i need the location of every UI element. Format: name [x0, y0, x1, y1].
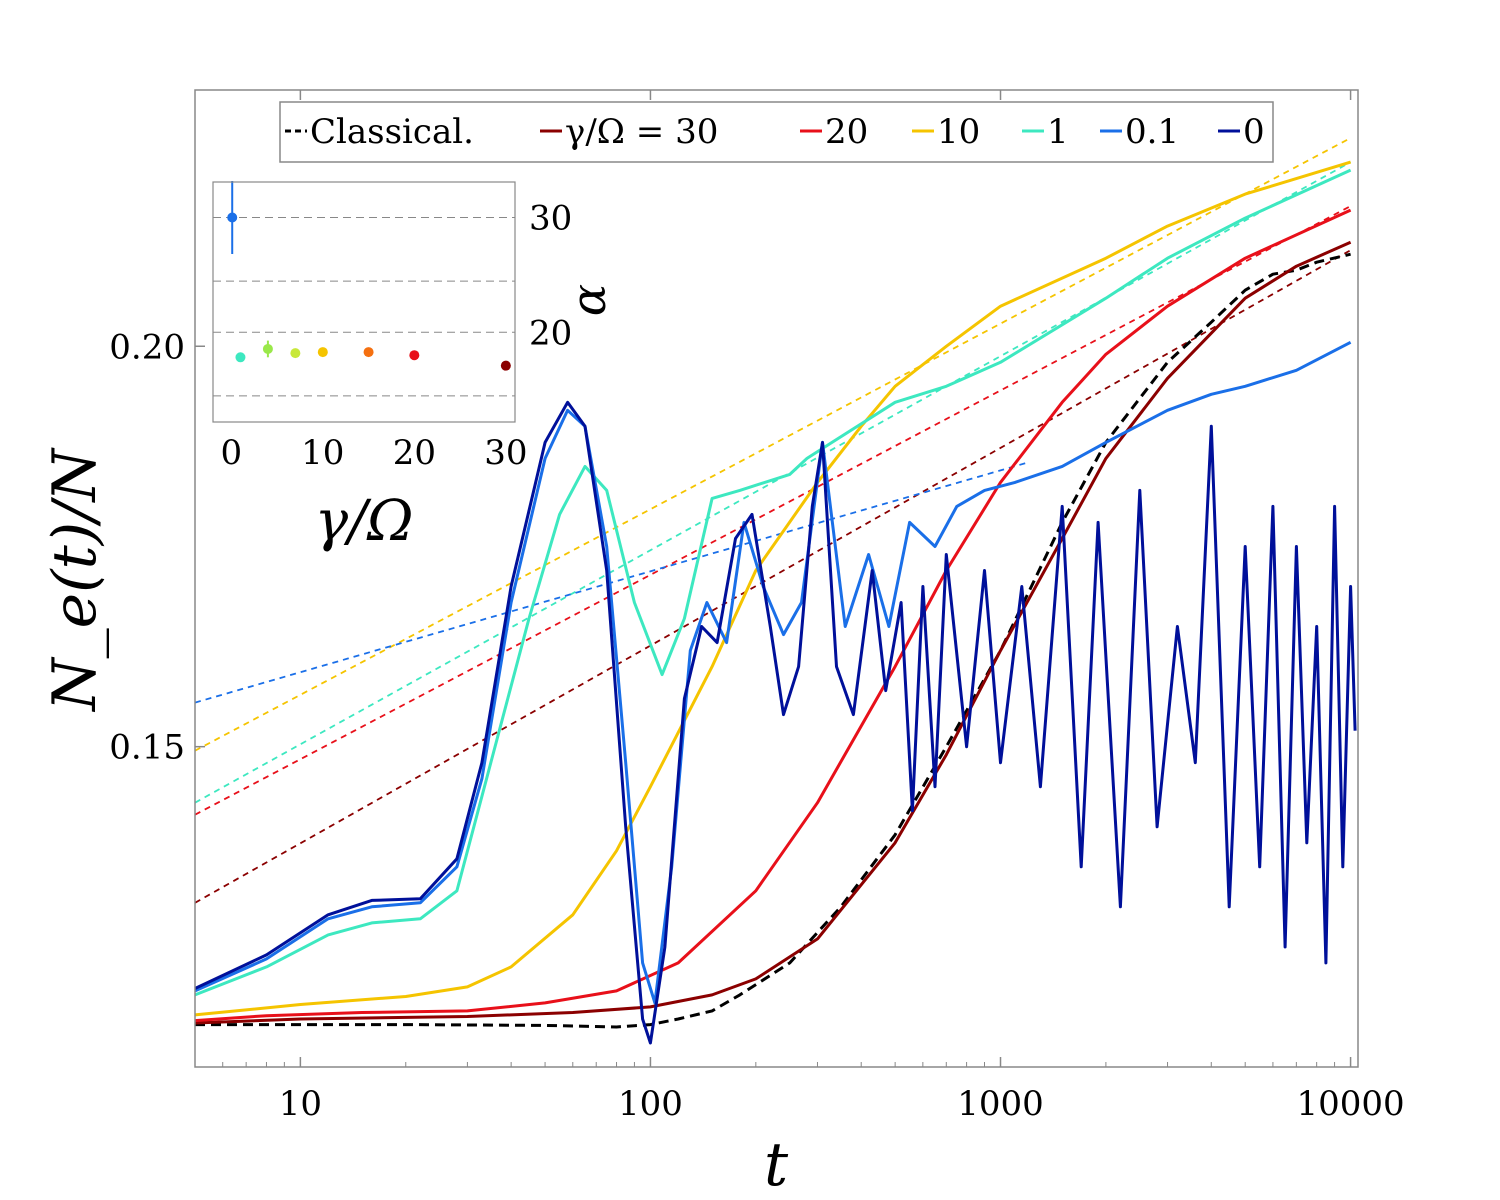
- inset-point-5: [363, 347, 374, 358]
- inset-y-label: α: [561, 284, 617, 316]
- y-tick-label: 0.20: [109, 327, 185, 367]
- inset-frame: [212, 181, 516, 423]
- legend-label-1: γ/Ω = 30: [565, 112, 718, 152]
- legend-label-0: Classical.: [310, 112, 474, 152]
- inset-y-tick-label: 30: [529, 198, 572, 238]
- fit-line-3: [194, 161, 1352, 804]
- y-axis-label: N_e(t)/N: [40, 447, 110, 713]
- series-line-4: [194, 168, 1352, 997]
- fit-line-1: [194, 205, 1352, 816]
- legend-label-2: 20: [825, 112, 868, 152]
- inset-points: [227, 180, 511, 371]
- inset-y-tick-label: 20: [529, 313, 572, 353]
- inset-background: [213, 182, 515, 422]
- legend-label-3: 10: [937, 112, 980, 152]
- y-tick-label: 0.15: [109, 728, 185, 768]
- series-line-6: [194, 400, 1357, 1045]
- inset-point-6: [409, 350, 420, 361]
- legend-label-5: 0.1: [1125, 112, 1179, 152]
- series-line-5: [194, 340, 1352, 1005]
- inset-x-label: γ/Ω: [315, 489, 414, 554]
- series-layer: [194, 160, 1357, 1045]
- x-tick-label: 1000: [957, 1084, 1044, 1124]
- fit-line-2: [194, 137, 1352, 752]
- inset-point-2: [262, 343, 273, 354]
- inset-x-tick-label: 0: [220, 433, 242, 473]
- inset-ticks: 0 10 20 30 20 30: [220, 198, 572, 473]
- fit-line-0: [194, 249, 1352, 904]
- x-tick-label: 100: [618, 1084, 683, 1124]
- series-line-1: [194, 240, 1352, 1025]
- inset-point-0: [227, 212, 238, 223]
- series-line-0: [195, 252, 1351, 1029]
- fit-lines-layer: [194, 137, 1352, 904]
- y-axis-ticks: 0.15 0.20: [109, 327, 205, 768]
- inset-point-1: [235, 352, 246, 363]
- legend: Classical. γ/Ω = 30 20 10 1 0.1 0: [279, 101, 1274, 163]
- series-line-3: [194, 160, 1352, 1017]
- x-tick-label: 10: [279, 1084, 322, 1124]
- inset-x-tick-label: 10: [301, 433, 344, 473]
- fit-line-4: [194, 461, 1029, 704]
- x-tick-label: 10000: [1296, 1084, 1404, 1124]
- inset-chart: 0 10 20 30 20 30 γ/Ω α: [212, 180, 617, 554]
- inset-point-3: [290, 348, 301, 359]
- inset-x-tick-label: 30: [484, 433, 527, 473]
- inset-gridlines: [213, 216, 515, 397]
- inset-point-4: [317, 347, 328, 358]
- legend-label-4: 1: [1047, 112, 1069, 152]
- inset-point-7: [500, 360, 511, 371]
- plot-frame: [194, 89, 1359, 1068]
- inset-x-tick-label: 20: [393, 433, 436, 473]
- x-axis-ticks: 10 100 1000 10000: [194, 90, 1405, 1124]
- legend-label-6: 0: [1243, 112, 1265, 152]
- x-axis-label: t: [764, 1130, 789, 1200]
- series-line-2: [194, 208, 1352, 1023]
